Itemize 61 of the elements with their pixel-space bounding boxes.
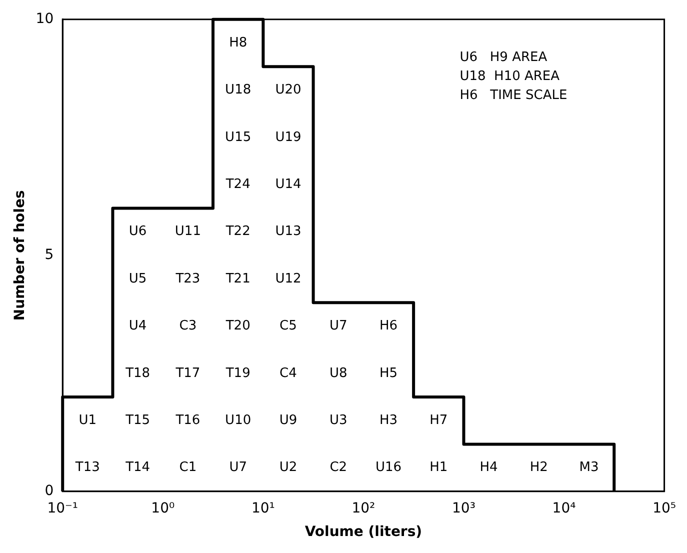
annotation: U7	[229, 460, 247, 476]
annotation: C3	[179, 318, 197, 334]
annotation: U8	[329, 366, 348, 381]
annotation: C4	[280, 366, 297, 381]
x-tick-label: 10⁴	[552, 500, 576, 516]
annotation: T19	[224, 366, 250, 381]
annotation: T20	[224, 318, 250, 334]
annotation: U11	[174, 224, 201, 240]
annotation: T18	[124, 366, 150, 381]
annotation: U4	[128, 318, 147, 334]
annotation: H4	[480, 460, 498, 476]
annotation: U18 H10 AREA	[460, 68, 560, 84]
x-tick-label: 10²	[352, 500, 376, 516]
annotation: T17	[174, 366, 200, 381]
annotation: U10	[225, 412, 252, 428]
annotation: H8	[229, 35, 248, 50]
annotation: H5	[379, 366, 398, 381]
annotation: U6	[128, 224, 147, 240]
annotation: U3	[329, 412, 348, 428]
annotation: T24	[224, 176, 250, 192]
annotation: U15	[225, 130, 252, 145]
y-tick-label: 10	[36, 11, 54, 28]
annotation: H2	[530, 460, 548, 476]
annotation: H7	[430, 412, 448, 428]
y-tick-label: 0	[44, 483, 54, 500]
annotation: T21	[224, 271, 250, 286]
y-axis-title: Number of holes	[12, 190, 28, 321]
annotation: U1	[78, 412, 97, 428]
annotation: H6	[379, 318, 398, 334]
annotation: U2	[279, 460, 298, 476]
annotation: U16	[375, 460, 402, 476]
annotation: U6 H9 AREA	[460, 50, 548, 65]
annotation: M3	[579, 460, 599, 476]
annotation: U18	[225, 82, 252, 98]
annotation: C2	[330, 460, 348, 476]
annotation: U5	[128, 271, 147, 286]
annotation: U14	[275, 176, 302, 192]
x-tick-label: 10⁵	[652, 500, 676, 516]
annotation: U9	[279, 412, 298, 428]
annotation: T22	[224, 224, 250, 240]
annotation: U7	[329, 318, 348, 334]
annotation: C5	[280, 318, 297, 334]
x-tick-label: 10³	[452, 500, 476, 516]
annotation: H6 TIME SCALE	[460, 88, 568, 103]
annotation: T13	[74, 460, 100, 476]
x-tick-label: 10⁰	[151, 500, 175, 516]
annotation: T14	[124, 460, 150, 476]
annotation: U12	[275, 271, 302, 286]
annotation: U13	[275, 224, 302, 240]
x-tick-label: 10¹	[251, 500, 275, 516]
annotation: T16	[174, 412, 200, 428]
annotation: H1	[430, 460, 448, 476]
y-tick-label: 5	[44, 247, 54, 264]
annotation: H3	[379, 412, 398, 428]
x-axis-title: Volume (liters)	[304, 524, 422, 540]
annotation: U19	[275, 130, 302, 145]
x-tick-label: 10⁻¹	[47, 500, 78, 516]
annotation: T15	[124, 412, 150, 428]
annotation: C1	[179, 460, 197, 476]
annotation: T23	[174, 271, 200, 286]
annotation: U20	[275, 82, 302, 98]
